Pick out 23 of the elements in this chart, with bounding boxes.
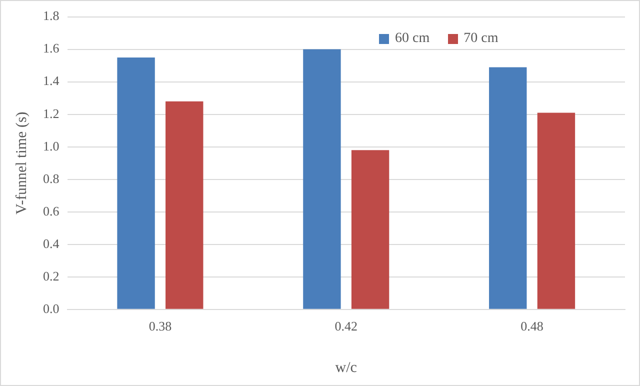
y-axis-title: V-funnel time (s) (14, 112, 30, 214)
x-tick-label: 0.48 (520, 318, 544, 334)
y-tick-label: 1.4 (43, 73, 60, 88)
y-tick-label: 0.4 (43, 236, 60, 251)
y-tick-label: 1.8 (43, 8, 60, 24)
bar (351, 150, 390, 309)
x-tick-label: 0.38 (148, 318, 172, 334)
y-tick-label: 0.0 (43, 300, 60, 316)
bar (489, 67, 527, 309)
y-tick-label: 0.2 (43, 268, 60, 284)
y-tick-label: 0.6 (43, 203, 60, 218)
legend-label: 70 cm (464, 31, 498, 47)
bar (303, 49, 341, 309)
y-tick-label: 1.0 (43, 138, 60, 154)
y-tick-label: 1.6 (43, 40, 60, 56)
y-tick-label: 0.8 (43, 170, 60, 186)
bar (537, 112, 576, 309)
bar (166, 101, 204, 309)
bar (117, 57, 155, 309)
x-tick-label: 0.42 (334, 318, 358, 334)
x-axis-title: w/c (335, 360, 358, 376)
y-tick-label: 1.2 (43, 106, 60, 121)
legend-label: 60 cm (395, 31, 430, 47)
